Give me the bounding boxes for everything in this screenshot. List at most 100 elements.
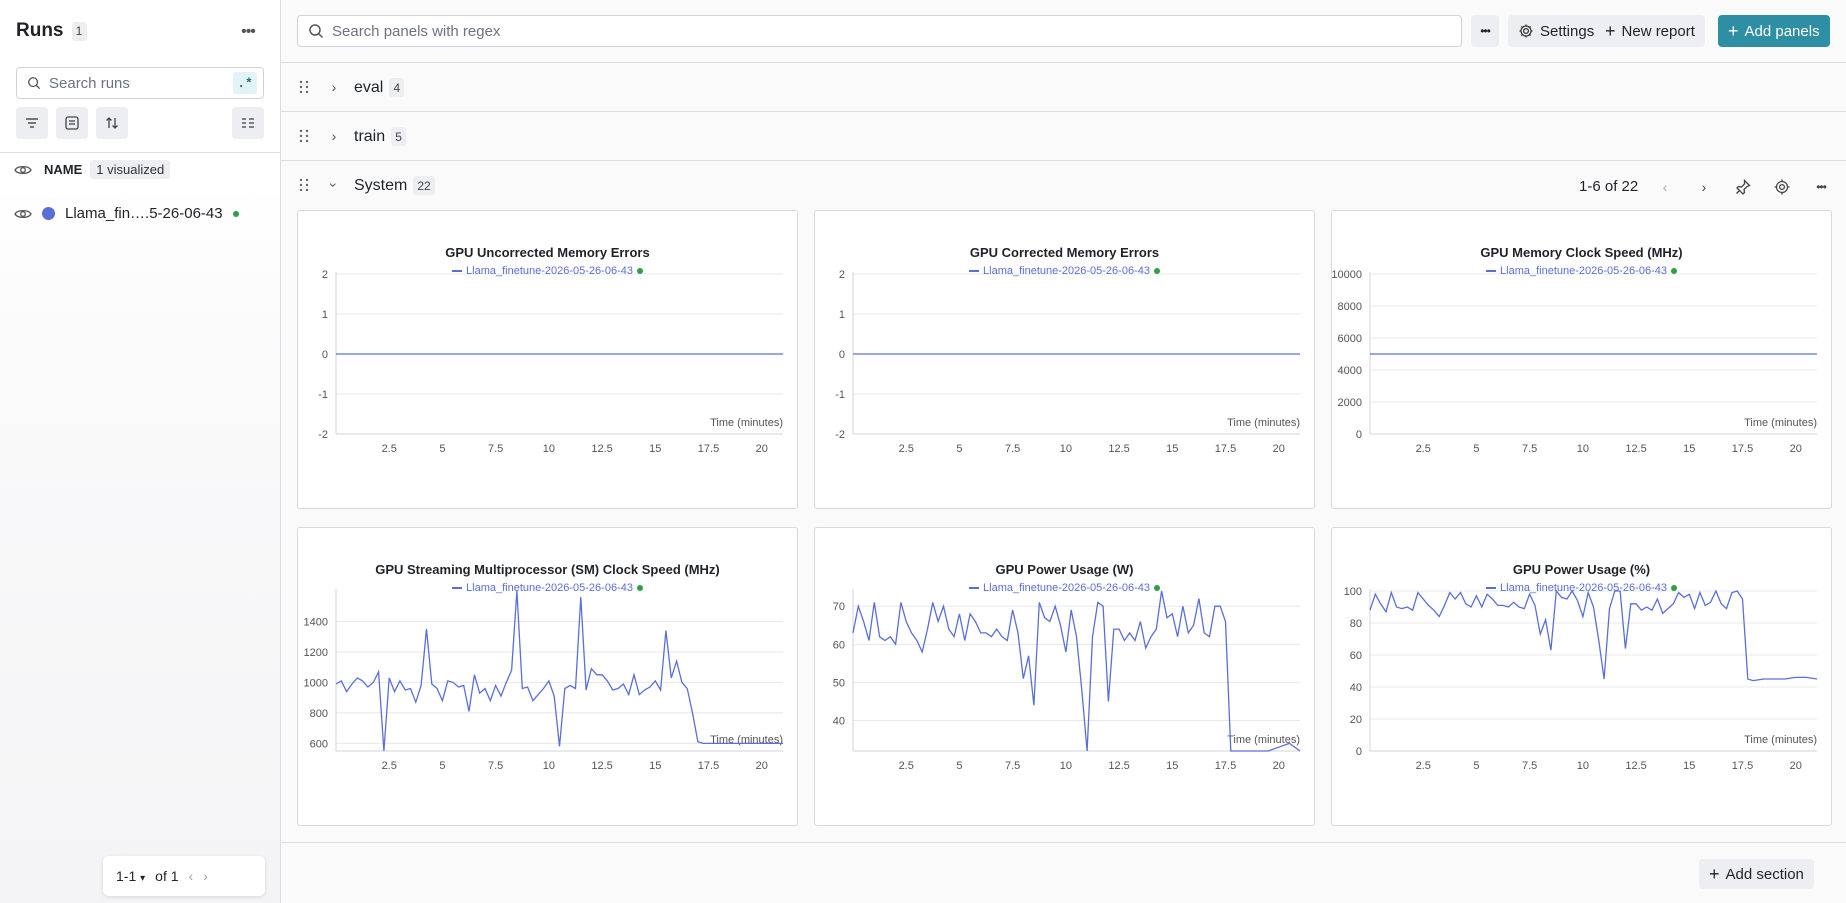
y-tick-label: 0: [1356, 746, 1362, 758]
new-report-button[interactable]: + New report: [1595, 15, 1705, 47]
columns-button[interactable]: [232, 107, 264, 139]
legend-label: Llama_finetune-2026-05-26-06-43: [466, 265, 633, 277]
y-tick-label: 1: [322, 309, 328, 321]
add-panels-button[interactable]: + Add panels: [1718, 15, 1830, 47]
drag-handle-icon[interactable]: [299, 80, 309, 94]
x-tick-label: 15: [649, 760, 661, 772]
runs-search-field: .*: [16, 67, 264, 99]
y-tick-label: 60: [833, 639, 845, 651]
next-page-icon[interactable]: ›: [203, 868, 208, 884]
y-tick-label: 6000: [1338, 333, 1362, 345]
runs-count-badge: 1: [71, 21, 87, 41]
chart-panel[interactable]: 40 50 60 70 2.5 5 7.5 10 12.5 15 17.5 20 Time (minut…: [814, 527, 1315, 826]
x-tick-label: 15: [649, 443, 661, 455]
chevron-right-icon[interactable]: ›: [331, 79, 337, 95]
more-icon[interactable]: •••: [1816, 180, 1827, 194]
x-tick-label: 20: [1273, 443, 1285, 455]
runs-sidebar: Runs 1 ••• .* NAME 1 visualized Llama_fi…: [0, 0, 281, 903]
sort-button[interactable]: [96, 107, 128, 139]
x-tick-label: 2.5: [382, 760, 397, 772]
filter-button[interactable]: [16, 107, 48, 139]
eye-icon[interactable]: [14, 163, 32, 177]
runs-search-input[interactable]: [49, 74, 233, 92]
chart-panel[interactable]: 0 20 40 60 80 100 2.5 5 7.5 10 12.5 15 17.5 20 Time (m…: [1331, 527, 1832, 826]
legend-status-dot: [636, 268, 643, 274]
run-row[interactable]: Llama_fin….5-26-06-43: [14, 205, 239, 222]
chart-panel[interactable]: -2 -1 0 1 2 2.5 5 7.5 10 12.5 15 17.5 20 Time (minute…: [814, 210, 1315, 509]
x-tick-label: 5: [439, 443, 445, 455]
chart-title: GPU Corrected Memory Errors: [969, 245, 1160, 260]
series-line: [335, 590, 783, 752]
chart-legend: Llama_finetune-2026-05-26-06-43: [1332, 265, 1831, 277]
chart-title: GPU Power Usage (W): [995, 562, 1134, 577]
next-page-icon[interactable]: ›: [1701, 179, 1707, 195]
chart-panel[interactable]: 600 800 1000 1200 1400 2.5 5 7.5 10 12.5 15 17.5 20 T…: [297, 527, 798, 826]
y-tick-label: 40: [833, 716, 845, 728]
regex-toggle-button[interactable]: .*: [233, 72, 257, 94]
chevron-right-icon[interactable]: ›: [331, 128, 337, 144]
drag-handle-icon[interactable]: [299, 178, 309, 192]
settings-label: Settings: [1540, 22, 1595, 40]
legend-swatch: [969, 587, 980, 589]
eye-icon[interactable]: [14, 207, 32, 221]
gear-icon: [1519, 24, 1533, 38]
x-tick-label: 10: [1577, 443, 1589, 455]
legend-label: Llama_finetune-2026-05-26-06-43: [983, 582, 1150, 594]
y-tick-label: 1000: [304, 677, 328, 689]
workspace-toolbar: ••• Settings + New report + Add panels: [281, 0, 1846, 63]
chart-legend: Llama_finetune-2026-05-26-06-43: [298, 265, 797, 277]
line-chart: 600 800 1000 1200 1400 2.5 5 7.5 10 12.5 15 17.5 20 T…: [304, 589, 783, 772]
x-tick-label: 10: [543, 760, 555, 772]
workspace-main: ••• Settings + New report + Add panels ›…: [281, 0, 1846, 903]
plus-icon: +: [1728, 21, 1739, 41]
run-name[interactable]: Llama_fin….5-26-06-43: [65, 205, 223, 222]
add-section-button[interactable]: + Add section: [1699, 859, 1814, 889]
plus-icon: +: [1709, 864, 1720, 884]
x-tick-label: 5: [956, 443, 962, 455]
section-train[interactable]: › train 5: [281, 112, 1846, 161]
x-axis-label: Time (minutes): [1744, 417, 1817, 429]
settings-button[interactable]: Settings: [1508, 15, 1605, 47]
name-column-header[interactable]: NAME: [44, 162, 83, 177]
x-tick-label: 17.5: [1215, 443, 1236, 455]
section-divider: [281, 842, 1846, 843]
line-chart: -2 -1 0 1 2 2.5 5 7.5 10 12.5 15 17.5 20 Time (minute…: [835, 269, 1300, 455]
section-eval[interactable]: › eval 4: [281, 63, 1846, 112]
y-tick-label: -1: [835, 389, 845, 401]
section-system[interactable]: › System 22: [281, 161, 1846, 201]
y-tick-label: 8000: [1338, 301, 1362, 313]
line-chart: 0 20 40 60 80 100 2.5 5 7.5 10 12.5 15 17.5 20 Time (m…: [1344, 586, 1818, 772]
x-tick-label: 20: [1273, 760, 1285, 772]
x-tick-label: 2.5: [899, 443, 914, 455]
chart-panel[interactable]: -2 -1 0 1 2 2.5 5 7.5 10 12.5 15 17.5 20 Time (minute…: [297, 210, 798, 509]
chevron-down-icon[interactable]: ›: [326, 182, 342, 188]
prev-page-icon[interactable]: ‹: [1662, 179, 1668, 195]
x-tick-label: 15: [1166, 760, 1178, 772]
section-count-badge: 5: [391, 127, 407, 146]
run-color-swatch[interactable]: [42, 207, 55, 220]
group-button[interactable]: [56, 107, 88, 139]
drag-handle-icon[interactable]: [299, 129, 309, 143]
y-tick-label: 100: [1344, 586, 1362, 598]
plus-icon: +: [1605, 21, 1616, 41]
legend-swatch: [1486, 587, 1497, 589]
page-range-select[interactable]: 1-1 ▾: [116, 868, 146, 884]
pin-icon[interactable]: [1734, 178, 1752, 196]
gear-icon[interactable]: [1773, 178, 1791, 196]
prev-page-icon[interactable]: ‹: [188, 868, 194, 884]
y-tick-label: 2000: [1338, 397, 1362, 409]
runs-more-button[interactable]: •••: [241, 23, 256, 40]
y-tick-label: 10000: [1332, 269, 1362, 281]
section-count-badge: 22: [413, 176, 435, 195]
y-tick-label: 1: [839, 309, 845, 321]
toolbar-more-button[interactable]: •••: [1471, 15, 1499, 47]
series-line: [1369, 589, 1818, 682]
panel-search-input[interactable]: [332, 22, 1461, 40]
chart-title: GPU Uncorrected Memory Errors: [445, 245, 650, 260]
series-line: [852, 590, 1301, 752]
y-tick-label: 0: [1356, 429, 1362, 441]
x-tick-label: 17.5: [1215, 760, 1236, 772]
x-tick-label: 10: [1060, 443, 1072, 455]
chart-panel[interactable]: 0 2000 4000 6000 8000 10000 2.5 5 7.5 10 12.5 15 17.…: [1331, 210, 1832, 509]
legend-label: Llama_finetune-2026-05-26-06-43: [983, 265, 1150, 277]
